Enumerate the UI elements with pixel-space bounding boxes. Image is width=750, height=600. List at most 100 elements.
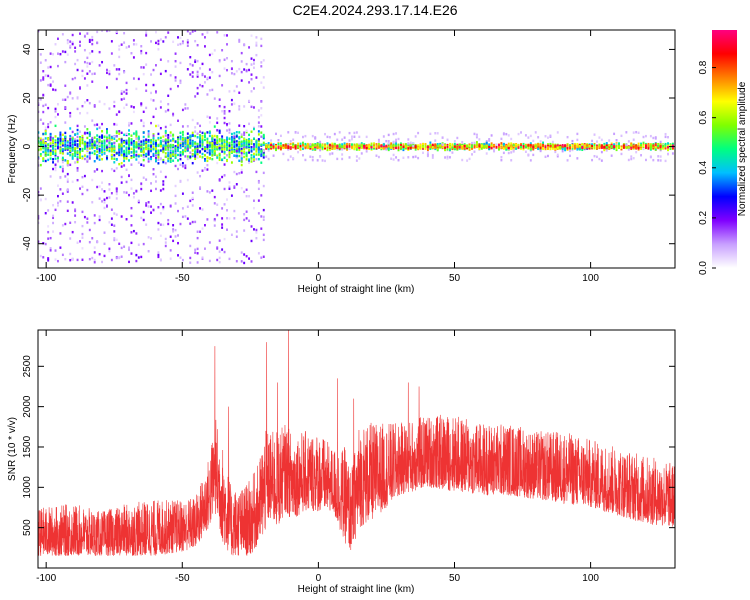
spectrogram-cell bbox=[333, 147, 336, 150]
spectrogram-cell bbox=[140, 149, 143, 152]
spectrogram-cell bbox=[169, 204, 172, 207]
spectrogram-cell bbox=[630, 142, 633, 145]
spectrogram-cell bbox=[238, 131, 241, 134]
colorbar-tick-label: 0.8 bbox=[698, 60, 709, 74]
spectrogram-cell bbox=[664, 132, 667, 136]
spectrogram-cell bbox=[221, 139, 224, 142]
spectrogram-cell bbox=[500, 137, 503, 141]
spectrogram-cell bbox=[333, 132, 336, 136]
spectrogram-cell bbox=[115, 190, 118, 193]
spectrogram-cell bbox=[238, 108, 241, 111]
spectrogram-cell bbox=[66, 164, 69, 167]
spectrogram-cell bbox=[159, 141, 162, 144]
spectrogram-cell bbox=[262, 59, 265, 62]
spectrogram-cell bbox=[66, 53, 69, 56]
spectrogram-cell bbox=[211, 154, 214, 157]
spectrogram-cell bbox=[375, 147, 378, 150]
spectrogram-cell bbox=[260, 100, 263, 103]
spectrogram-cell bbox=[52, 158, 55, 161]
spectrogram-cell bbox=[81, 69, 84, 73]
spectrogram-cell bbox=[106, 137, 108, 141]
spectrogram-cell bbox=[547, 143, 549, 146]
spectrogram-cell bbox=[59, 143, 62, 146]
spectrogram-cell bbox=[618, 142, 620, 145]
spectrogram-cell bbox=[159, 157, 162, 161]
spectrogram-cell bbox=[47, 66, 50, 69]
spectrogram-cell bbox=[199, 155, 202, 158]
spectrogram-cell bbox=[422, 145, 424, 149]
spectrogram-cell bbox=[120, 145, 123, 148]
spectrogram-cell bbox=[49, 142, 52, 145]
spectrogram-cell bbox=[255, 150, 258, 153]
spectrogram-cell bbox=[458, 146, 461, 149]
spectrogram-cell bbox=[57, 137, 59, 141]
spectrogram-cell bbox=[507, 146, 510, 150]
spectrogram-cell bbox=[498, 145, 500, 149]
spectrogram-cell bbox=[137, 140, 140, 144]
spectrogram-cell bbox=[238, 105, 241, 108]
spectrogram-cell bbox=[632, 131, 635, 134]
spectrogram-cell bbox=[81, 134, 84, 138]
spectrogram-cell bbox=[632, 156, 635, 160]
spectrogram-cell bbox=[59, 133, 62, 137]
spectrogram-cell bbox=[186, 147, 189, 151]
spectrogram-cell bbox=[461, 140, 464, 144]
spectrogram-cell bbox=[79, 40, 81, 44]
spectrogram-cell bbox=[189, 142, 192, 145]
spectrogram-cell bbox=[218, 260, 221, 264]
spectrogram-cell bbox=[547, 136, 549, 139]
spectrogram-cell bbox=[257, 143, 260, 146]
spectrogram-cell bbox=[204, 75, 206, 78]
spectrogram-cell bbox=[76, 152, 79, 156]
spectrogram-cell bbox=[206, 115, 209, 118]
spectrogram-cell bbox=[115, 167, 118, 170]
spectrogram-cell bbox=[52, 140, 55, 144]
spectrogram-cell bbox=[54, 258, 57, 261]
spectrogram-cell bbox=[223, 105, 226, 109]
spectrogram-cell bbox=[59, 175, 62, 179]
spectrogram-cell bbox=[155, 144, 157, 148]
spectrogram-cell bbox=[529, 142, 532, 145]
spectrogram-cell bbox=[120, 140, 123, 143]
spectrogram-cell bbox=[167, 60, 170, 63]
spectrogram-cell bbox=[128, 147, 130, 150]
spectrogram-cell bbox=[79, 240, 81, 243]
spectrogram-cell bbox=[71, 149, 74, 152]
spectrogram-cell bbox=[150, 157, 153, 161]
spectrogram-cell bbox=[186, 44, 189, 47]
spectrogram-cell bbox=[245, 188, 248, 191]
spectrogram-cell bbox=[248, 144, 251, 148]
spectrogram-cell bbox=[196, 43, 199, 47]
spectrogram-cell bbox=[132, 77, 135, 80]
spectrogram-cell bbox=[125, 88, 128, 92]
spectrogram-cell bbox=[181, 165, 184, 168]
spectrogram-cell bbox=[221, 148, 224, 151]
spectrogram-cell bbox=[275, 147, 277, 150]
spectrogram-cell bbox=[52, 136, 55, 140]
spectrogram-cell bbox=[69, 92, 72, 96]
spectrogram-cell bbox=[101, 260, 104, 264]
spectrogram-cell bbox=[226, 138, 228, 142]
spectrogram-cell bbox=[360, 143, 363, 147]
spectrogram-cell bbox=[128, 174, 130, 178]
spectrogram-cell bbox=[59, 232, 62, 235]
spectrogram-cell bbox=[49, 76, 52, 79]
spectrogram-cell bbox=[632, 138, 635, 141]
spectrogram-cell bbox=[213, 217, 216, 221]
spectrogram-cell bbox=[184, 138, 187, 142]
spectrogram-cell bbox=[69, 146, 72, 150]
spectrogram-cell bbox=[591, 143, 594, 146]
spectrogram-cell bbox=[664, 144, 667, 147]
spectrogram-cell bbox=[478, 138, 481, 141]
spectrogram-cell bbox=[155, 187, 157, 191]
spectrogram-cell bbox=[123, 157, 126, 160]
spectrogram-cell bbox=[130, 143, 133, 146]
spectrogram-cell bbox=[561, 149, 564, 153]
spectrogram-cell bbox=[181, 215, 184, 219]
spectrogram-cell bbox=[132, 39, 135, 42]
spectrogram-cell bbox=[385, 148, 388, 151]
spectrogram-cell bbox=[226, 68, 228, 72]
spectrogram-cell bbox=[238, 145, 241, 149]
spectrogram-x-tick-label: 100 bbox=[582, 273, 599, 284]
spectrogram-cell bbox=[130, 156, 133, 159]
